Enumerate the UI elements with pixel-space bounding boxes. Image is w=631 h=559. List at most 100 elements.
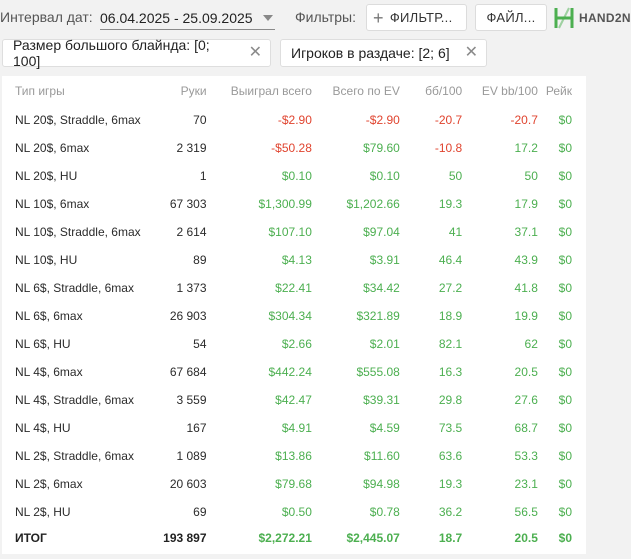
cell-won-total: $4.13 — [281, 253, 312, 267]
cell-rake: $0 — [558, 141, 572, 155]
filter-chip-big-blind[interactable]: Размер большого блайнда: [0; 100] ✕ — [2, 37, 271, 69]
cell-bb100: 82.1 — [438, 337, 463, 351]
table-row[interactable]: NL 10$, Straddle, 6max 2 614 $107.10 $97.04… — [2, 218, 586, 246]
table-row[interactable]: NL 10$, HU 89 $4.13 $3.91 46.4 43.9 $0 — [2, 246, 586, 274]
cell-rake: $0 — [558, 309, 572, 323]
cell-won-total: $79.68 — [275, 477, 312, 491]
stats-table-card: Тип игры Руки Выиграл всего Всего по EV … — [2, 76, 586, 554]
stats-table: Тип игры Руки Выиграл всего Всего по EV … — [2, 76, 586, 550]
cell-ev-total: $79.60 — [363, 141, 400, 155]
cell-hands: 89 — [193, 253, 207, 267]
cell-bb100: -20.7 — [434, 113, 463, 127]
cell-game-type: NL 4$, 6max — [15, 365, 83, 379]
column-header-bb100[interactable]: бб/100 — [425, 84, 463, 98]
table-row[interactable]: NL 4$, HU 167 $4.91 $4.59 73.5 68.7 $0 — [2, 414, 586, 442]
cell-hands: 1 373 — [176, 281, 207, 295]
cell-bb100: 41 — [448, 225, 463, 239]
table-row[interactable]: NL 6$, Straddle, 6max 1 373 $22.41 $34.42 27… — [2, 274, 586, 302]
column-header-game-type[interactable]: Тип игры — [15, 84, 65, 98]
cell-rake: $0 — [558, 337, 572, 351]
cell-game-type: NL 2$, HU — [15, 505, 71, 519]
cell-game-type: NL 6$, HU — [15, 337, 71, 351]
table-row[interactable]: NL 4$, Straddle, 6max 3 559 $42.47 $39.31 29… — [2, 386, 586, 414]
cell-ev-bb100: 56.5 — [514, 505, 538, 519]
table-row[interactable]: NL 2$, 6max 20 603 $79.68 $94.98 19.3 23.1 $0 — [2, 470, 586, 498]
cell-game-type: NL 6$, Straddle, 6max — [15, 281, 134, 295]
app-logo: HAND2N — [554, 6, 631, 30]
cell-hands: 67 303 — [169, 197, 207, 211]
cell-game-type: NL 10$, 6max — [15, 197, 90, 211]
table-row[interactable]: NL 6$, HU 54 $2.66 $2.01 82.1 62 $0 — [2, 330, 586, 358]
cell-hands: 70 — [193, 113, 207, 127]
table-body: NL 20$, Straddle, 6max 70 -$2.90 -$2.90 -20.… — [2, 106, 586, 550]
cell-hands: 1 — [199, 169, 207, 183]
table-row[interactable]: NL 4$, 6max 67 684 $442.24 $555.08 16.3 20.5 $… — [2, 358, 586, 386]
cell-won-total: $13.86 — [275, 449, 312, 463]
cell-ev-bb100: 43.9 — [514, 253, 538, 267]
table-row[interactable]: NL 6$, 6max 26 903 $304.34 $321.89 18.9 19.9 $… — [2, 302, 586, 330]
cell-won-total: $2,272.21 — [258, 531, 312, 545]
cell-won-total: $0.50 — [281, 505, 312, 519]
column-header-ev-bb100[interactable]: EV bb/100 — [481, 84, 538, 98]
add-filter-button[interactable]: + ФИЛЬТР... — [366, 4, 467, 31]
cell-bb100: 27.2 — [438, 281, 463, 295]
column-header-ev-total[interactable]: Всего по EV — [332, 84, 400, 98]
logo-icon — [554, 7, 574, 29]
cell-rake: $0 — [558, 197, 572, 211]
cell-hands: 26 903 — [169, 309, 207, 323]
cell-won-total: -$50.28 — [271, 141, 312, 155]
cell-game-type: NL 20$, Straddle, 6max — [15, 113, 141, 127]
table-row[interactable]: NL 20$, 6max 2 319 -$50.28 $79.60 -10.8 17.2 $… — [2, 134, 586, 162]
file-button[interactable]: ФАЙЛ... — [475, 4, 547, 31]
cell-rake: $0 — [558, 531, 572, 545]
cell-ev-total: -$2.90 — [365, 113, 400, 127]
cell-ev-bb100: 27.6 — [514, 393, 538, 407]
cell-ev-total: $0.78 — [369, 505, 400, 519]
cell-game-type: NL 6$, 6max — [15, 309, 83, 323]
cell-rake: $0 — [558, 253, 572, 267]
table-row[interactable]: NL 20$, HU 1 $0.10 $0.10 50 50 $0 — [2, 162, 586, 190]
cell-ev-total: $4.59 — [369, 421, 400, 435]
table-total-row[interactable]: ИТОГ 193 897 $2,272.21 $2,445.07 18.7 20.5 $0 — [2, 526, 586, 550]
cell-rake: $0 — [558, 421, 572, 435]
cell-hands: 67 684 — [169, 365, 207, 379]
column-header-hands[interactable]: Руки — [180, 84, 207, 98]
table-row[interactable]: NL 2$, Straddle, 6max 1 089 $13.86 $11.60 63… — [2, 442, 586, 470]
cell-won-total: $0.10 — [281, 169, 312, 183]
date-interval-label: Интервал дат: — [0, 9, 93, 25]
cell-ev-total: $2.01 — [369, 337, 400, 351]
cell-ev-total: $34.42 — [363, 281, 400, 295]
cell-ev-total: $0.10 — [369, 169, 400, 183]
table-row[interactable]: NL 10$, 6max 67 303 $1,300.99 $1,202.66 19.3… — [2, 190, 586, 218]
cell-game-type: NL 10$, HU — [15, 253, 78, 267]
file-button-label: ФАЙЛ... — [486, 10, 536, 25]
logo-text: HAND2N — [579, 11, 631, 25]
column-header-won-total[interactable]: Выиграл всего — [230, 84, 312, 98]
close-icon[interactable]: ✕ — [464, 44, 478, 61]
cell-won-total: $1,300.99 — [258, 197, 312, 211]
date-range-picker[interactable]: 06.04.2025 - 25.09.2025 — [100, 6, 275, 30]
cell-ev-total: $555.08 — [356, 365, 400, 379]
cell-game-type: NL 4$, HU — [15, 421, 71, 435]
cell-won-total: $442.24 — [268, 365, 312, 379]
table-row[interactable]: NL 2$, HU 69 $0.50 $0.78 36.2 56.5 $0 — [2, 498, 586, 526]
cell-game-type: NL 2$, Straddle, 6max — [15, 449, 134, 463]
cell-won-total: $107.10 — [268, 225, 312, 239]
filter-chip-label: Игроков в раздаче: [2; 6] — [291, 45, 450, 61]
cell-rake: $0 — [558, 169, 572, 183]
cell-rake: $0 — [558, 477, 572, 491]
cell-bb100: 19.3 — [438, 477, 463, 491]
close-icon[interactable]: ✕ — [248, 44, 262, 61]
cell-ev-bb100: 17.2 — [514, 141, 538, 155]
filter-chip-players[interactable]: Игроков в раздаче: [2; 6] ✕ — [280, 39, 487, 67]
chevron-down-icon — [262, 14, 273, 21]
table-header-row: Тип игры Руки Выиграл всего Всего по EV … — [2, 76, 586, 106]
filter-chip-label: Размер большого блайнда: [0; 100] — [13, 37, 210, 69]
cell-ev-bb100: 17.9 — [514, 197, 538, 211]
cell-ev-bb100: 20.5 — [514, 365, 538, 379]
cell-game-type: NL 2$, 6max — [15, 477, 83, 491]
table-row[interactable]: NL 20$, Straddle, 6max 70 -$2.90 -$2.90 -20.… — [2, 106, 586, 134]
cell-ev-total: $2,445.07 — [346, 531, 400, 545]
cell-won-total: $22.41 — [275, 281, 312, 295]
column-header-rake[interactable]: Рейк — [545, 84, 572, 98]
